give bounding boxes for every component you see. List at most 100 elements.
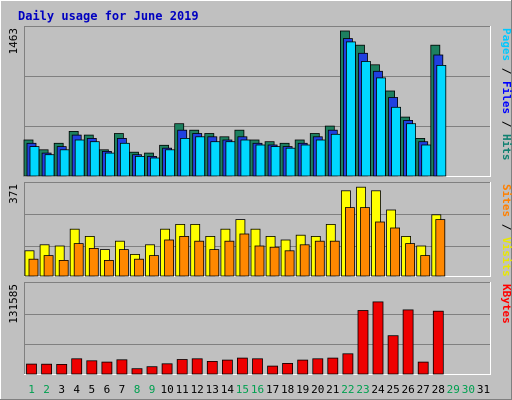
bar-visits-sites-day-25 bbox=[390, 227, 401, 277]
x-tick-label-day-29: 29 bbox=[447, 383, 460, 396]
x-tick-label-day-4: 4 bbox=[73, 383, 80, 396]
bar-hits-pages-day-28 bbox=[436, 65, 447, 177]
panel-hits: 1463 Pages / Files / Hits bbox=[7, 26, 512, 177]
bar-visits-sites-day-13 bbox=[209, 249, 220, 277]
bar-visits-sites-day-19 bbox=[299, 244, 310, 277]
x-tick-label-day-19: 19 bbox=[296, 383, 309, 396]
bar-kbytes-kbytes-day-21 bbox=[327, 357, 339, 375]
bar-hits-pages-day-15 bbox=[240, 139, 251, 177]
bar-visits-sites-day-5 bbox=[88, 247, 99, 277]
y-max-label-hits: 1463 bbox=[7, 28, 20, 55]
bar-kbytes-kbytes-day-2 bbox=[41, 363, 52, 375]
bar-visits-sites-day-3 bbox=[58, 259, 69, 277]
bar-visits-sites-day-12 bbox=[194, 240, 205, 277]
bar-visits-sites-day-24 bbox=[375, 221, 385, 277]
bar-hits-pages-day-18 bbox=[285, 147, 296, 177]
bar-kbytes-kbytes-day-18 bbox=[282, 362, 294, 375]
bar-kbytes-kbytes-day-23 bbox=[357, 310, 369, 375]
bar-kbytes-kbytes-day-14 bbox=[221, 359, 233, 375]
bar-kbytes-kbytes-day-10 bbox=[161, 363, 173, 375]
bar-hits-pages-day-9 bbox=[150, 157, 160, 177]
x-tick-label-day-25: 25 bbox=[386, 383, 399, 396]
panel-visits: 371 Sites / Visits bbox=[7, 182, 512, 277]
x-tick-label-day-6: 6 bbox=[104, 383, 111, 396]
bar-visits-sites-day-26 bbox=[405, 243, 416, 277]
bar-visits-sites-day-27 bbox=[420, 255, 431, 277]
panel-label-kbytes: KBytes bbox=[500, 284, 512, 324]
bar-hits-pages-day-26 bbox=[406, 123, 417, 177]
bar-kbytes-kbytes-day-28 bbox=[432, 310, 444, 375]
bar-hits-pages-day-23 bbox=[361, 61, 371, 177]
x-tick-label-day-26: 26 bbox=[401, 383, 414, 396]
bar-kbytes-kbytes-day-16 bbox=[252, 358, 263, 375]
y-max-label-kbytes: 131585 bbox=[7, 284, 20, 324]
x-tick-label-day-14: 14 bbox=[221, 383, 235, 396]
x-tick-label-day-31: 31 bbox=[477, 383, 490, 396]
bar-visits-sites-day-15 bbox=[239, 233, 250, 277]
x-tick-label-day-21: 21 bbox=[326, 383, 339, 396]
bar-hits-pages-day-17 bbox=[270, 146, 281, 177]
bar-kbytes-kbytes-day-3 bbox=[56, 363, 68, 375]
bar-visits-sites-day-1 bbox=[28, 258, 39, 277]
bar-visits-sites-day-20 bbox=[314, 240, 325, 277]
bar-hits-pages-day-12 bbox=[195, 136, 206, 177]
x-tick-label-day-10: 10 bbox=[160, 383, 173, 396]
bar-hits-pages-day-5 bbox=[89, 141, 100, 177]
bar-kbytes-kbytes-day-17 bbox=[267, 365, 279, 375]
bar-visits-sites-day-18 bbox=[284, 250, 295, 277]
bar-hits-pages-day-21 bbox=[330, 133, 341, 177]
x-tick-label-day-12: 12 bbox=[191, 383, 204, 396]
bar-visits-sites-day-8 bbox=[134, 258, 144, 277]
bar-hits-pages-day-14 bbox=[225, 141, 236, 177]
x-tick-label-day-2: 2 bbox=[43, 383, 50, 396]
bar-hits-pages-day-8 bbox=[135, 155, 145, 177]
bar-hits-pages-day-16 bbox=[255, 144, 266, 177]
bar-visits-sites-day-22 bbox=[344, 207, 355, 277]
bar-hits-pages-day-10 bbox=[165, 149, 176, 177]
bar-hits-pages-day-6 bbox=[105, 152, 115, 177]
panel-kbytes: 131585 KBytes bbox=[7, 282, 512, 375]
bar-hits-pages-day-4 bbox=[74, 139, 85, 177]
bar-kbytes-kbytes-day-5 bbox=[86, 360, 98, 375]
x-tick-label-day-27: 27 bbox=[417, 383, 430, 396]
x-tick-label-day-20: 20 bbox=[311, 383, 324, 396]
bar-kbytes-kbytes-day-19 bbox=[297, 359, 309, 375]
x-tick-label-day-18: 18 bbox=[281, 383, 294, 396]
bar-kbytes-kbytes-day-7 bbox=[116, 359, 128, 375]
bar-kbytes-kbytes-day-4 bbox=[71, 358, 83, 375]
bar-visits-sites-day-10 bbox=[164, 239, 175, 277]
chart-title: Daily usage for June 2019 bbox=[18, 9, 199, 23]
bar-hits-pages-day-25 bbox=[391, 106, 402, 177]
bar-hits-pages-day-24 bbox=[376, 77, 386, 177]
bar-kbytes-kbytes-day-15 bbox=[236, 357, 248, 375]
bar-visits-sites-day-14 bbox=[224, 240, 235, 277]
bar-kbytes-kbytes-day-20 bbox=[312, 358, 324, 375]
bar-hits-pages-day-22 bbox=[345, 41, 356, 177]
bar-kbytes-kbytes-day-13 bbox=[206, 360, 218, 375]
bar-hits-pages-day-27 bbox=[421, 144, 432, 177]
bar-kbytes-kbytes-day-22 bbox=[342, 353, 354, 375]
bar-hits-pages-day-7 bbox=[120, 142, 130, 177]
panel-label-hits: Pages / Files / Hits bbox=[500, 28, 512, 161]
x-tick-label-day-16: 16 bbox=[251, 383, 264, 396]
bar-visits-sites-day-6 bbox=[104, 259, 114, 277]
y-max-label-visits: 371 bbox=[7, 184, 20, 204]
x-tick-label-day-8: 8 bbox=[134, 383, 141, 396]
x-tick-label-day-9: 9 bbox=[149, 383, 156, 396]
bar-visits-sites-day-4 bbox=[73, 243, 84, 277]
bar-visits-sites-day-21 bbox=[329, 240, 340, 277]
x-tick-label-day-23: 23 bbox=[356, 383, 369, 396]
bar-hits-pages-day-20 bbox=[315, 139, 326, 177]
bar-visits-sites-day-17 bbox=[269, 246, 280, 277]
x-tick-label-day-24: 24 bbox=[371, 383, 385, 396]
x-tick-label-day-3: 3 bbox=[58, 383, 65, 396]
bar-visits-sites-day-28 bbox=[435, 219, 446, 277]
bar-kbytes-kbytes-day-9 bbox=[146, 366, 158, 375]
bar-hits-pages-day-3 bbox=[59, 149, 70, 177]
bar-kbytes-kbytes-day-6 bbox=[101, 361, 113, 375]
x-tick-label-day-22: 22 bbox=[341, 383, 354, 396]
x-tick-label-day-11: 11 bbox=[176, 383, 189, 396]
x-tick-label-day-17: 17 bbox=[266, 383, 279, 396]
bar-hits-pages-day-1 bbox=[29, 146, 40, 177]
